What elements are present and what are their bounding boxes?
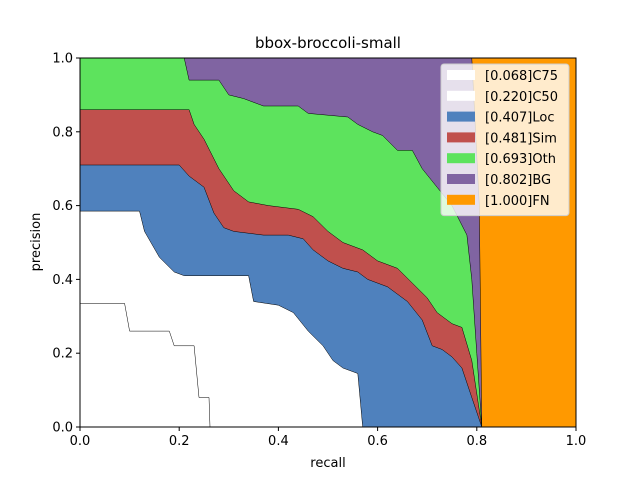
legend-label: [0.693]Oth (485, 152, 556, 167)
plot-frame (79, 57, 577, 428)
y-tick-label: 0.6 (52, 199, 73, 214)
x-tick-label: 0.2 (169, 434, 190, 449)
legend-label: [0.407]Loc (485, 111, 554, 126)
y-tick-label: 0.4 (52, 273, 73, 288)
legend-swatch (447, 90, 475, 101)
y-tick-label: 0.0 (52, 421, 73, 436)
legend-label: [0.220]C50 (485, 90, 558, 105)
x-axis-label: recall (310, 456, 345, 471)
legend-label: [0.802]BG (485, 173, 551, 188)
x-tick-label: 0.8 (466, 434, 487, 449)
legend-label: [0.068]C75 (485, 69, 558, 84)
area-0-068-c75 (79, 303, 211, 428)
plot-areas (79, 57, 577, 428)
chart-title: bbox-broccoli-small (255, 34, 401, 52)
x-tick-label: 0.4 (268, 434, 289, 449)
legend-label: [1.000]FN (485, 194, 550, 209)
y-tick-label: 0.8 (52, 125, 73, 140)
legend-swatch (447, 111, 475, 122)
y-tick-label: 1.0 (52, 52, 73, 67)
legend-swatch (447, 70, 475, 80)
legend-swatch (447, 174, 475, 184)
legend-label: [0.481]Sim (485, 131, 557, 146)
x-axis-ticks: 0.0 0.2 0.4 0.6 0.8 1.0 (70, 427, 587, 449)
y-axis-label: precision (29, 213, 44, 272)
x-tick-label: 1.0 (566, 434, 587, 449)
y-tick-label: 0.2 (52, 347, 73, 362)
y-axis-ticks: 0.0 0.2 0.4 0.6 0.8 1.0 (52, 52, 80, 436)
legend-swatch (447, 132, 475, 143)
x-tick-label: 0.0 (70, 434, 91, 449)
x-tick-label: 0.6 (367, 434, 388, 449)
legend-swatch (447, 153, 475, 164)
legend-swatch (447, 194, 475, 205)
legend: [0.068]C75 [0.220]C50 [0.407]Loc [0.481]Sim… (440, 63, 570, 217)
